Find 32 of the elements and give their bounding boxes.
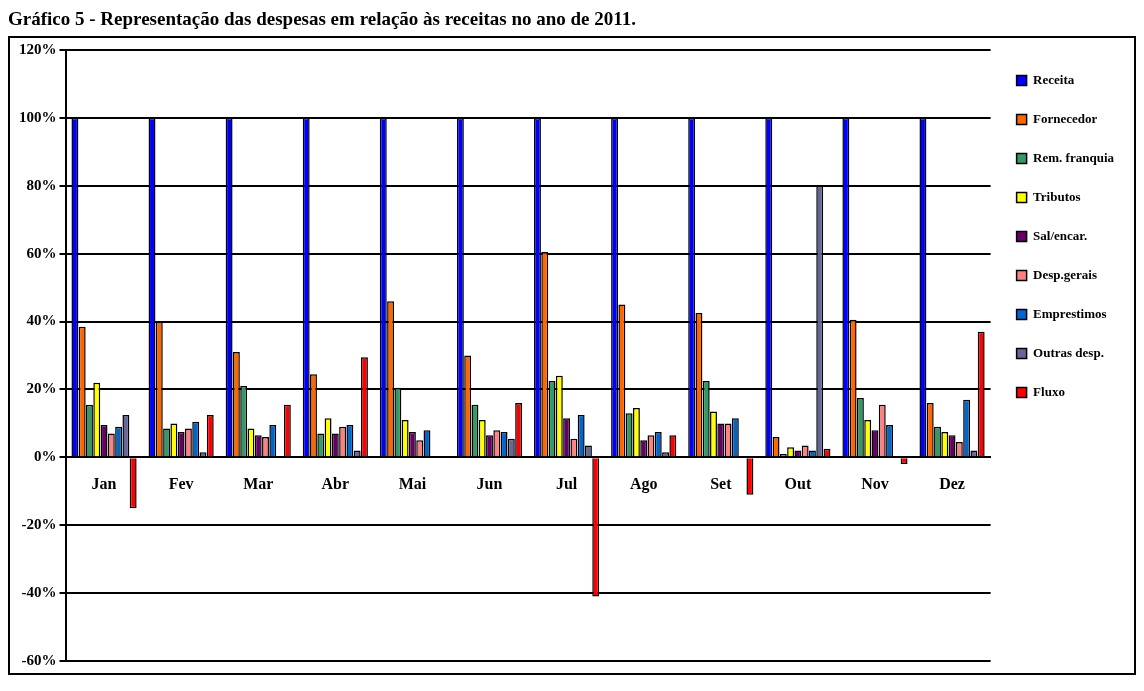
y-tick-label: 40% [26, 312, 57, 329]
legend-label: Rem. franquia [1033, 149, 1115, 165]
y-tick-label: -40% [21, 583, 57, 600]
y-tick-label: -60% [21, 651, 57, 668]
legend-label: Fluxo [1033, 383, 1065, 399]
x-tick-label: Out [784, 475, 812, 493]
legend-label: Fornecedor [1033, 110, 1098, 126]
y-tick-label: 80% [26, 176, 57, 193]
x-tick-label: Mar [243, 475, 274, 493]
y-tick-label: 60% [26, 244, 57, 261]
x-tick-label: Set [710, 475, 733, 493]
x-tick-label: Nov [861, 475, 889, 493]
x-tick-label: Mai [398, 475, 427, 493]
legend-label: Sal/encar. [1033, 227, 1088, 243]
y-tick-label: -20% [21, 516, 57, 533]
legend-label: Receita [1033, 71, 1075, 87]
y-tick-label: 0% [34, 448, 57, 465]
x-tick-label: Abr [321, 475, 350, 493]
x-tick-label: Jun [476, 475, 503, 493]
legend-label: Outras desp. [1033, 344, 1104, 360]
y-tick-label: 120% [19, 40, 57, 57]
x-tick-label: Jul [555, 475, 578, 493]
x-tick-label: Jan [91, 475, 117, 493]
legend-label: Desp.gerais [1033, 266, 1098, 282]
x-tick-label: Fev [168, 475, 194, 493]
y-tick-label: 20% [26, 380, 57, 397]
legend-label: Tributos [1033, 188, 1081, 204]
legend-label: Emprestimos [1033, 305, 1107, 321]
chart-title: Gráfico 5 - Representação das despesas em relação às receitas no ano de 2011. [8, 8, 637, 31]
x-tick-label: Dez [939, 475, 965, 493]
x-tick-label: Ago [629, 475, 658, 494]
y-tick-label: 100% [19, 108, 57, 125]
